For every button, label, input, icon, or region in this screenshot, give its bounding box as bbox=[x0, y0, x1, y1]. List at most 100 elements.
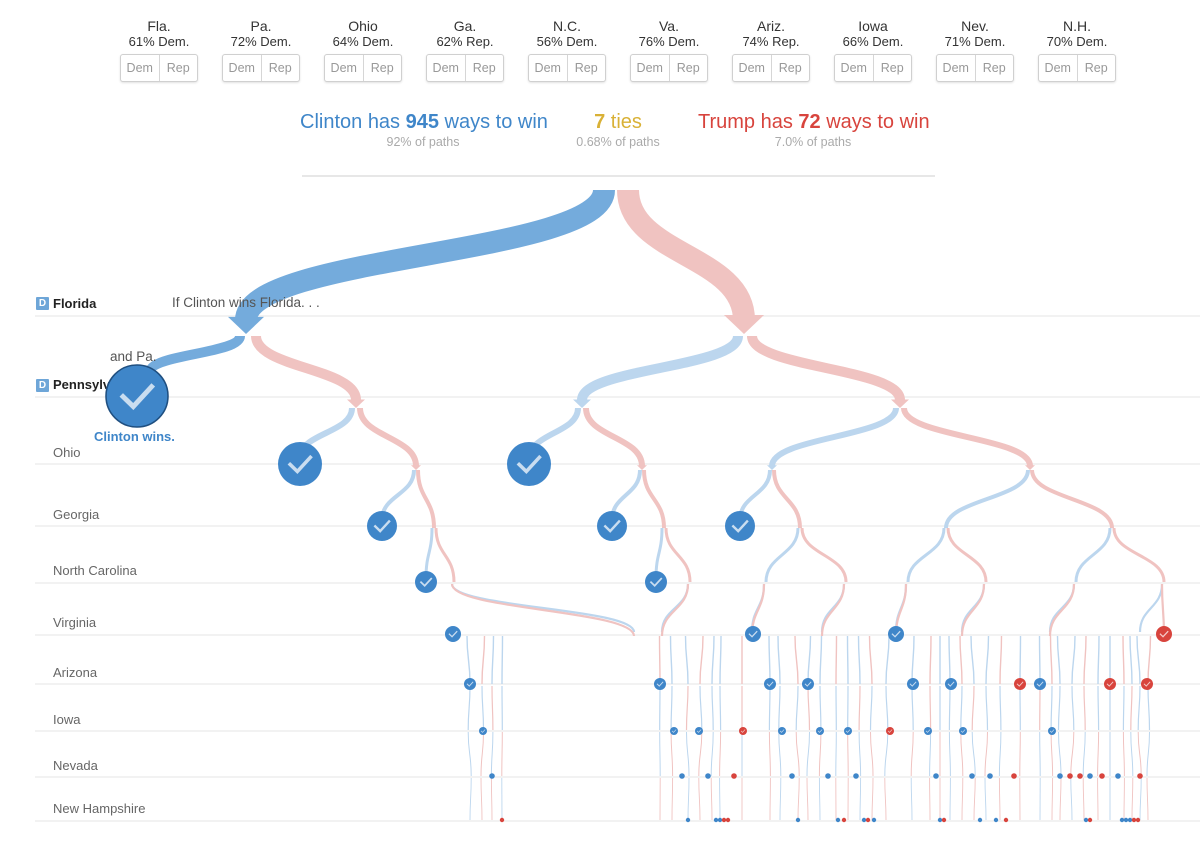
branch bbox=[687, 777, 690, 821]
branch bbox=[885, 635, 890, 685]
check-icon bbox=[1131, 817, 1137, 823]
branch bbox=[835, 731, 837, 777]
branch bbox=[971, 731, 976, 777]
branch bbox=[769, 407, 899, 467]
branch bbox=[501, 731, 503, 777]
branch bbox=[910, 777, 913, 821]
branch bbox=[807, 685, 811, 731]
dem-badge: D bbox=[36, 379, 49, 392]
rep-button[interactable]: Rep bbox=[1076, 55, 1116, 81]
branch bbox=[906, 527, 946, 583]
check-icon bbox=[987, 773, 993, 779]
branch bbox=[416, 469, 436, 529]
check-icon bbox=[415, 571, 437, 593]
branch bbox=[583, 407, 645, 467]
check-icon bbox=[937, 817, 943, 823]
branch bbox=[1056, 635, 1061, 685]
dem-button[interactable]: Dem bbox=[228, 61, 255, 75]
branch bbox=[719, 731, 722, 777]
rep-button[interactable]: Rep bbox=[668, 55, 708, 81]
check-icon bbox=[1104, 678, 1116, 690]
check-icon bbox=[479, 727, 487, 735]
state-name: Fla. bbox=[147, 18, 171, 34]
state-toggle: Dem Rep bbox=[222, 54, 300, 82]
branch bbox=[929, 731, 932, 777]
branch bbox=[698, 777, 701, 821]
branch bbox=[1122, 731, 1125, 777]
branch bbox=[1130, 685, 1133, 731]
branch-pa-dem bbox=[145, 334, 245, 374]
state-probability: 72% Dem. bbox=[230, 34, 292, 49]
dem-button[interactable]: Dem bbox=[840, 61, 867, 75]
rep-button[interactable]: Rep bbox=[362, 55, 402, 81]
branch bbox=[1097, 685, 1100, 731]
check-icon bbox=[731, 773, 737, 779]
state-toggle: Dem Rep bbox=[324, 54, 402, 82]
branch bbox=[1050, 731, 1054, 777]
check-icon bbox=[679, 773, 685, 779]
rep-button[interactable]: Rep bbox=[770, 55, 810, 81]
branch bbox=[846, 635, 849, 685]
dem-button[interactable]: Dem bbox=[1044, 61, 1071, 75]
check-icon bbox=[778, 727, 786, 735]
clinton-label-end: ways to win bbox=[439, 111, 548, 133]
row-label-pennsylvania: Pennsylvania bbox=[53, 377, 111, 392]
branch bbox=[450, 583, 636, 637]
check-icon bbox=[670, 727, 678, 735]
branch bbox=[1070, 777, 1073, 821]
branch bbox=[818, 777, 821, 821]
rep-button[interactable]: Rep bbox=[974, 55, 1014, 81]
branch bbox=[870, 731, 874, 777]
branch-arrow bbox=[573, 399, 591, 408]
check-icon bbox=[739, 727, 747, 735]
branch-arrow bbox=[637, 465, 647, 470]
check-icon bbox=[507, 442, 551, 486]
check-icon bbox=[1141, 678, 1153, 690]
check-icon bbox=[1156, 626, 1172, 642]
branch bbox=[961, 777, 964, 821]
branch bbox=[847, 731, 849, 777]
dem-button[interactable]: Dem bbox=[126, 61, 153, 75]
branch bbox=[642, 469, 666, 529]
branch bbox=[985, 635, 990, 685]
rep-button[interactable]: Rep bbox=[872, 55, 912, 81]
rep-button[interactable]: Rep bbox=[566, 55, 606, 81]
rep-button[interactable]: Rep bbox=[464, 55, 504, 81]
dem-button[interactable]: Dem bbox=[432, 61, 459, 75]
branch bbox=[671, 777, 674, 821]
branch bbox=[1082, 731, 1086, 777]
branch bbox=[998, 777, 1001, 821]
state-pa: Pa. 72% Dem. Dem Rep bbox=[216, 18, 306, 82]
branch bbox=[819, 685, 822, 731]
rep-button[interactable]: Rep bbox=[158, 55, 198, 81]
rep-button[interactable]: Rep bbox=[260, 55, 300, 81]
dem-button[interactable]: Dem bbox=[636, 61, 663, 75]
check-icon bbox=[1137, 773, 1143, 779]
branch-arrow bbox=[411, 465, 421, 470]
dem-button[interactable]: Dem bbox=[534, 61, 561, 75]
branch bbox=[999, 635, 1003, 685]
check-icon bbox=[1003, 817, 1009, 823]
florida-rep-arrow bbox=[724, 315, 764, 334]
row-label-north-carolina: North Carolina bbox=[53, 563, 137, 578]
dem-button[interactable]: Dem bbox=[738, 61, 765, 75]
state-name: Pa. bbox=[250, 18, 272, 34]
dem-button[interactable]: Dem bbox=[942, 61, 969, 75]
branch bbox=[871, 777, 874, 821]
row-label-ohio: Ohio bbox=[53, 445, 81, 460]
state-name: Ga. bbox=[453, 18, 477, 34]
clinton-label: Clinton has bbox=[300, 111, 406, 133]
branch-arrow bbox=[347, 399, 365, 408]
branch bbox=[1112, 527, 1166, 583]
branch bbox=[901, 407, 1033, 467]
branch-pa-dem-2 bbox=[577, 334, 743, 402]
check-icon bbox=[705, 773, 711, 779]
branch bbox=[719, 635, 722, 685]
trump-percent: 7.0% of paths bbox=[774, 135, 852, 149]
dem-button[interactable]: Dem bbox=[330, 61, 357, 75]
state-toggle: Dem Rep bbox=[1038, 54, 1116, 82]
check-icon bbox=[945, 678, 957, 690]
branch bbox=[491, 635, 495, 685]
check-icon bbox=[745, 626, 761, 642]
check-icon bbox=[861, 817, 867, 823]
